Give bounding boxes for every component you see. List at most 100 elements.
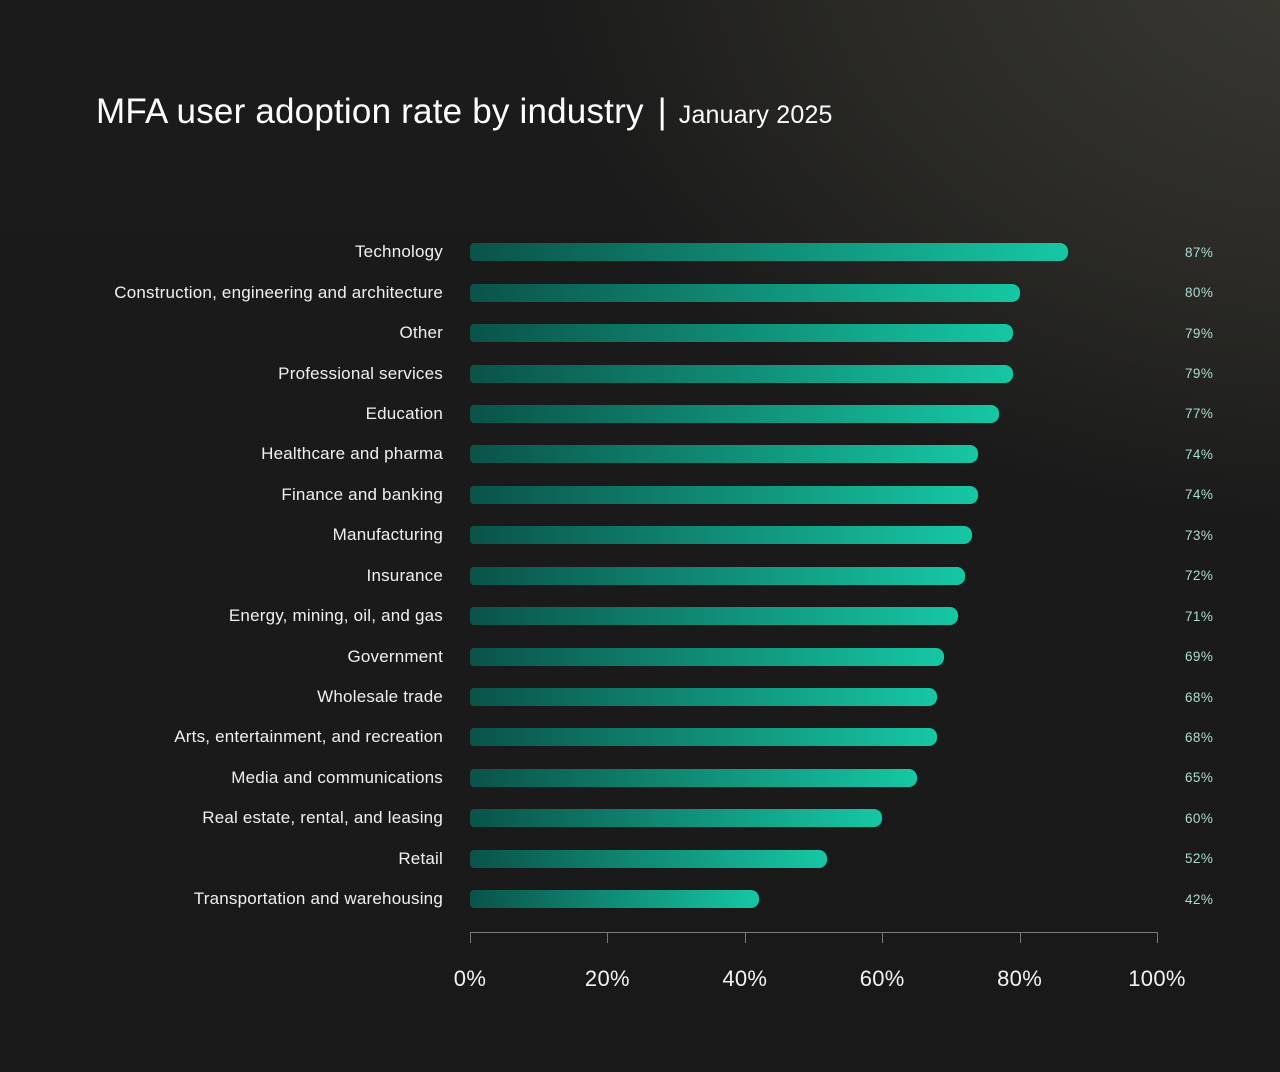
axis-tick [1019,932,1021,943]
value-label: 87% [1185,244,1214,260]
chart-title: MFA user adoption rate by industry [96,92,644,131]
category-label: Construction, engineering and architectu… [114,282,443,302]
bar [470,526,972,545]
bar-track [470,809,1157,828]
bar-track [470,445,1157,464]
value-label: 79% [1185,366,1214,382]
axis-tick-label: 100% [1128,966,1186,991]
x-axis: 0% 20% 40% 60% 80% 100% [454,932,1185,1002]
bar [470,890,759,909]
category-label: Arts, entertainment, and recreation [174,727,443,747]
axis-tick-label: 40% [722,966,768,991]
value-label: 52% [1185,851,1214,867]
category-label: Wholesale trade [317,687,443,707]
bar-row: Arts, entertainment, and recreation 68% [0,717,1280,757]
bar-row: Government 69% [0,636,1280,676]
value-label: 71% [1185,608,1214,624]
bar [470,324,1013,343]
bar [470,485,979,504]
bar-track [470,364,1157,383]
bar [470,445,979,464]
bar-row: Healthcare and pharma 74% [0,434,1280,474]
bar [470,243,1068,262]
bar [470,364,1013,383]
bar-track [470,526,1157,545]
title-separator: | [657,92,667,131]
bar-track [470,688,1157,707]
bar-row: Other 79% [0,313,1280,353]
bar-row: Technology 87% [0,232,1280,272]
category-label: Manufacturing [332,525,443,545]
bar-track [470,607,1157,626]
bar-track [470,849,1157,868]
bar-row: Construction, engineering and architectu… [0,272,1280,312]
bar-track [470,647,1157,666]
category-label: Energy, mining, oil, and gas [228,606,443,626]
axis-tick [882,932,884,943]
category-label: Technology [354,242,443,262]
category-label: Other [399,323,443,343]
bar [470,647,945,666]
axis-tick-label: 80% [997,966,1043,991]
category-label: Media and communications [231,767,443,787]
bar-row: Finance and banking 74% [0,475,1280,515]
value-label: 65% [1185,770,1214,786]
bar-track [470,566,1157,585]
bar-row: Transportation and warehousing 42% [0,879,1280,919]
value-label: 60% [1185,810,1214,826]
bar-track [470,283,1157,302]
bar [470,728,938,747]
category-label: Finance and banking [281,484,443,504]
bar-track [470,485,1157,504]
category-label: Transportation and warehousing [193,889,443,909]
chart-header: MFA user adoption rate by industry | Jan… [96,92,833,132]
bar [470,607,958,626]
value-label: 68% [1185,689,1214,705]
bar-rows: Technology 87% Construction, engineering a… [0,232,1280,919]
value-label: 80% [1185,285,1214,301]
bar [470,849,828,868]
chart-subtitle: January 2025 [678,101,833,129]
axis-tick [744,932,746,943]
value-label: 74% [1185,487,1214,503]
value-label: 77% [1185,406,1214,422]
value-label: 68% [1185,729,1214,745]
value-label: 72% [1185,568,1214,584]
axis-tick [1157,932,1158,943]
bar-row: Manufacturing 73% [0,515,1280,555]
bar [470,404,999,423]
axis-tick [607,932,609,943]
bar [470,566,965,585]
bar-track [470,404,1157,423]
value-label: 42% [1185,891,1214,907]
bar-row: Real estate, rental, and leasing 60% [0,798,1280,838]
category-label: Government [347,646,443,666]
bar [470,283,1020,302]
x-axis-line [470,932,1158,933]
category-label: Retail [398,848,443,868]
bar-row: Energy, mining, oil, and gas 71% [0,596,1280,636]
value-label: 79% [1185,325,1214,341]
bar-track [470,768,1157,787]
bar-track [470,890,1157,909]
bar-chart: Technology 87% Construction, engineering a… [0,232,1280,919]
bar-row: Media and communications 65% [0,758,1280,798]
category-label: Real estate, rental, and leasing [202,808,443,828]
value-label: 73% [1185,527,1214,543]
bar-row: Insurance 72% [0,556,1280,596]
bar [470,809,883,828]
bar-track [470,243,1157,262]
bar-row: Wholesale trade 68% [0,677,1280,717]
axis-tick-label: 60% [859,966,905,991]
axis-tick [470,932,471,943]
bar-row: Retail 52% [0,839,1280,879]
category-label: Education [365,403,443,423]
axis-tick-label: 20% [584,966,630,991]
bar-row: Professional services 79% [0,353,1280,393]
axis-tick-label: 0% [453,966,487,991]
category-label: Healthcare and pharma [261,444,443,464]
category-label: Professional services [278,363,443,383]
bar-track [470,728,1157,747]
value-label: 74% [1185,446,1214,462]
